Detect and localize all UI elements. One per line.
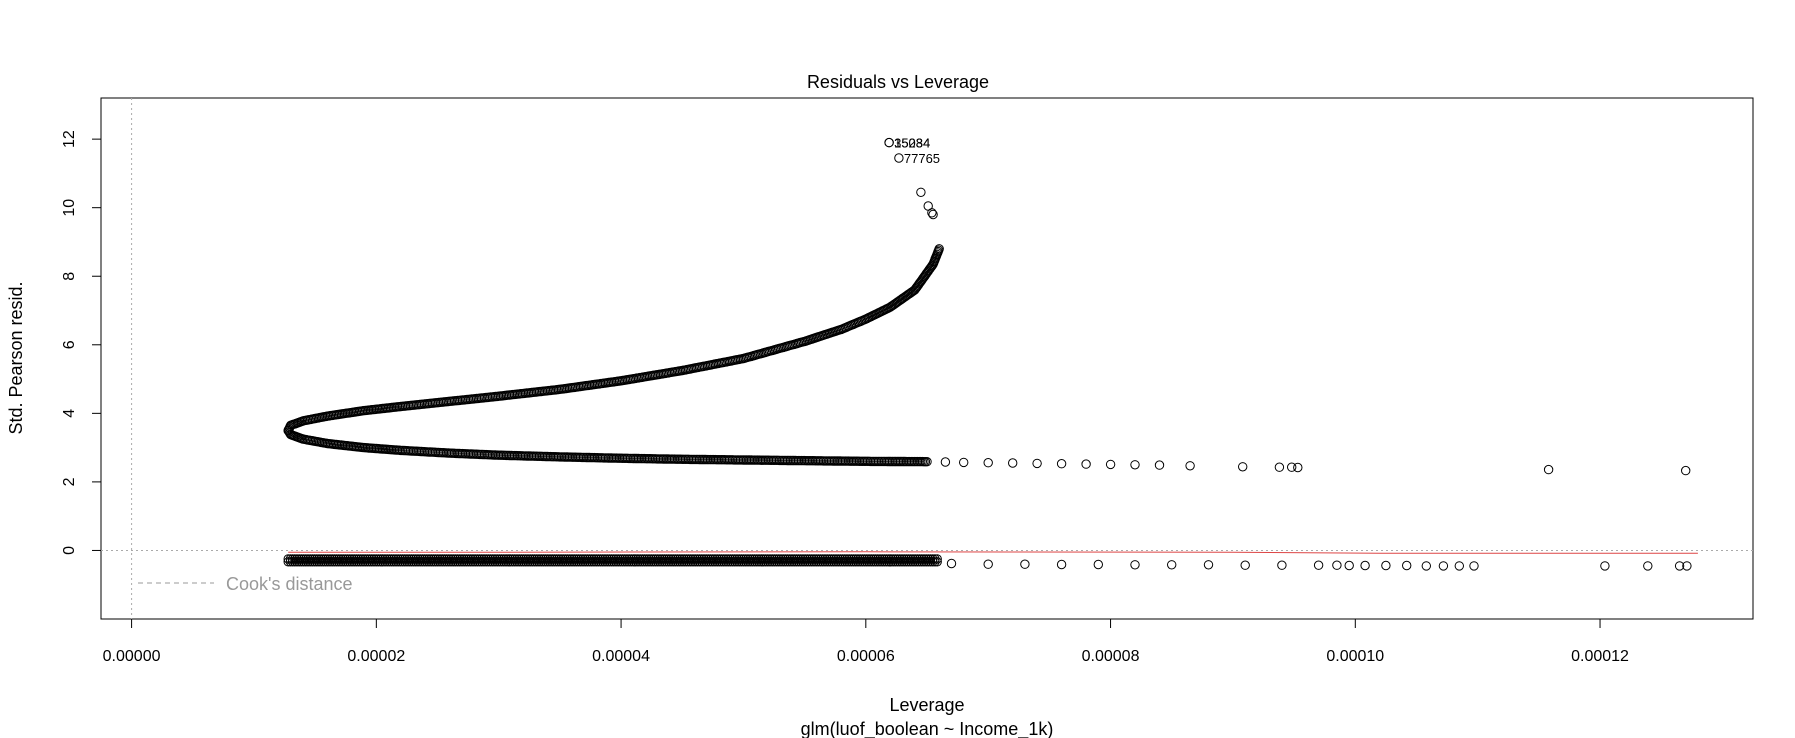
smooth-line — [288, 551, 1698, 554]
data-point — [1421, 561, 1432, 571]
data-point — [1032, 458, 1042, 469]
data-point — [1020, 559, 1030, 569]
data-point — [1600, 561, 1610, 571]
x-axis-label: Leverage — [889, 695, 964, 715]
data-point — [930, 554, 940, 564]
data-point — [1293, 462, 1303, 473]
data-point — [1056, 559, 1067, 570]
data-point — [930, 557, 940, 567]
y-tick-label: 6 — [61, 340, 78, 349]
y-tick-label: 2 — [61, 477, 78, 486]
data-point — [1185, 461, 1195, 471]
data-point — [1381, 560, 1391, 571]
data-point — [940, 457, 951, 467]
chart-title: Residuals vs Leverage — [807, 72, 989, 92]
data-point — [1402, 560, 1412, 571]
plot-frame — [100, 97, 1754, 620]
data-point — [894, 153, 904, 163]
y-tick-label: 8 — [61, 272, 78, 281]
data-point — [1360, 560, 1370, 571]
data-point — [1681, 465, 1691, 476]
data-point — [1287, 462, 1297, 472]
data-point — [1154, 460, 1165, 470]
data-point — [1093, 559, 1104, 570]
x-tick-label: 0.00008 — [1082, 648, 1140, 665]
data-point — [946, 558, 957, 569]
data-point — [916, 187, 926, 198]
data-point — [934, 244, 944, 254]
data-point — [1454, 561, 1465, 571]
x-tick-label: 0.00006 — [837, 648, 895, 665]
data-point — [1277, 560, 1287, 570]
data-point — [884, 137, 894, 148]
data-point — [1274, 462, 1285, 472]
smooth-curve — [288, 551, 1698, 554]
data-point — [1167, 560, 1177, 570]
data-point — [983, 458, 993, 468]
data-point — [1674, 561, 1685, 571]
outlier-label: 15234 — [894, 136, 930, 151]
reference-lines — [101, 98, 1753, 619]
data-point — [1543, 464, 1554, 475]
data-points — [283, 137, 1692, 571]
y-tick-label: 0 — [61, 546, 78, 555]
x-tick-label: 0.00000 — [103, 648, 161, 665]
x-axis: 0.00000 0.00002 0.00004 0.00006 0.00008 0.000… — [103, 618, 1629, 665]
legend: Cook's distance — [138, 574, 353, 594]
data-point — [928, 209, 938, 220]
x-tick-label: 0.00004 — [592, 648, 650, 665]
y-axis-label: Std. Pearson resid. — [6, 281, 26, 434]
data-point — [1469, 561, 1479, 571]
chart-subtitle: glm(luof_boolean ~ Income_1k) — [801, 719, 1054, 738]
outlier-label: 77765 — [904, 151, 940, 166]
data-point — [1056, 459, 1067, 469]
x-tick-label: 0.00010 — [1326, 648, 1384, 665]
data-point — [932, 557, 942, 567]
y-tick-label: 12 — [61, 130, 78, 148]
data-point — [1238, 462, 1248, 472]
outlier-label: 35084 — [894, 136, 930, 151]
data-point — [1332, 560, 1342, 570]
data-point — [1344, 560, 1354, 571]
y-tick-label: 10 — [61, 199, 78, 217]
data-point — [1130, 560, 1140, 570]
data-point — [1130, 460, 1140, 470]
data-point — [1240, 560, 1250, 570]
y-axis: 0 2 4 6 8 10 12 — [61, 130, 102, 555]
data-point — [1643, 561, 1653, 571]
x-tick-label: 0.00002 — [347, 648, 405, 665]
data-point — [1313, 560, 1324, 570]
data-point — [959, 457, 969, 468]
legend-label: Cook's distance — [226, 574, 353, 594]
x-tick-label: 0.00012 — [1571, 648, 1629, 665]
y-tick-label: 4 — [61, 409, 78, 418]
data-point — [1105, 459, 1116, 470]
data-point — [927, 208, 937, 218]
data-point — [1081, 459, 1091, 469]
data-point — [983, 559, 993, 569]
data-point — [1008, 458, 1018, 468]
data-point — [1203, 560, 1214, 570]
data-point — [1682, 561, 1692, 571]
data-point — [1438, 561, 1449, 571]
data-point — [922, 457, 932, 467]
data-point — [932, 554, 942, 564]
